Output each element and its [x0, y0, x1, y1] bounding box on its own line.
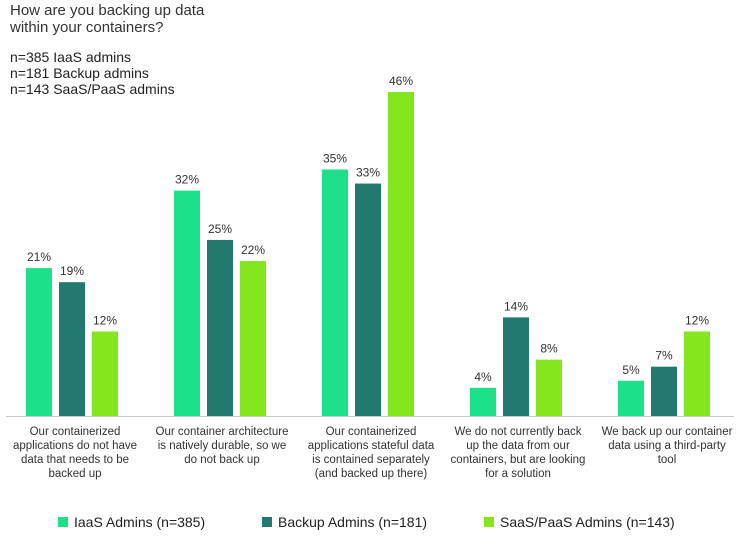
sample-size-notes: n=385 IaaS admins n=181 Backup admins n=…: [10, 49, 175, 97]
legend-item-saas: SaaS/PaaS Admins (n=143): [484, 514, 675, 530]
data-label-saas-0: 12%: [93, 313, 117, 327]
data-label-saas-2: 46%: [389, 74, 413, 88]
data-label-backup-1: 25%: [208, 222, 232, 236]
legend-label-saas: SaaS/PaaS Admins (n=143): [500, 514, 675, 530]
data-label-saas-1: 22%: [241, 243, 265, 257]
bar-iaas-1: [174, 190, 200, 416]
legend-item-iaas: IaaS Admins (n=385): [58, 514, 205, 530]
data-label-backup-3: 14%: [504, 299, 528, 313]
legend-label-backup: Backup Admins (n=181): [278, 514, 428, 530]
category-label-4: We back up our container data using a th…: [601, 426, 733, 466]
bar-saas-3: [536, 359, 562, 416]
bar-saas-2: [388, 92, 414, 416]
legend-swatch-iaas: [58, 517, 68, 527]
bar-backup-0: [59, 282, 85, 416]
sample-note-saas: n=143 SaaS/PaaS admins: [10, 81, 175, 97]
data-label-backup-0: 19%: [60, 264, 84, 278]
bar-iaas-0: [26, 268, 52, 416]
category-label-1: Our container architecture is natively d…: [155, 426, 289, 466]
legend: IaaS Admins (n=385) Backup Admins (n=181…: [0, 514, 740, 534]
category-label-2: Our containerized applications stateful …: [307, 426, 435, 480]
bar-iaas-2: [322, 169, 348, 416]
category-label-3: We do not currently back up the data fro…: [450, 426, 586, 480]
data-label-saas-3: 8%: [540, 342, 558, 356]
data-label-iaas-3: 4%: [474, 370, 492, 384]
bar-backup-3: [503, 317, 529, 416]
bar-saas-1: [240, 261, 266, 416]
data-label-backup-2: 33%: [356, 166, 380, 180]
data-label-iaas-4: 5%: [622, 363, 640, 377]
sample-note-iaas: n=385 IaaS admins: [10, 49, 132, 65]
bar-iaas-3: [470, 387, 496, 416]
legend-swatch-saas: [484, 517, 494, 527]
data-label-iaas-2: 35%: [323, 151, 347, 165]
data-label-iaas-0: 21%: [27, 250, 51, 264]
legend-swatch-backup: [262, 517, 272, 527]
bar-backup-2: [355, 183, 381, 416]
data-label-saas-4: 12%: [685, 313, 709, 327]
legend-item-backup: Backup Admins (n=181): [262, 514, 427, 530]
chart-title: How are you backing up data within your …: [10, 2, 205, 36]
category-label-0: Our containerized applications do not ha…: [12, 426, 138, 480]
bar-backup-4: [651, 366, 677, 416]
sample-note-backup: n=181 Backup admins: [10, 65, 149, 81]
bar-iaas-4: [618, 380, 644, 416]
data-label-backup-4: 7%: [655, 349, 673, 363]
data-label-iaas-1: 32%: [175, 173, 199, 187]
bar-backup-1: [207, 239, 233, 416]
bar-saas-0: [92, 331, 118, 416]
bar-saas-4: [684, 331, 710, 416]
legend-label-iaas: IaaS Admins (n=385): [74, 514, 206, 530]
